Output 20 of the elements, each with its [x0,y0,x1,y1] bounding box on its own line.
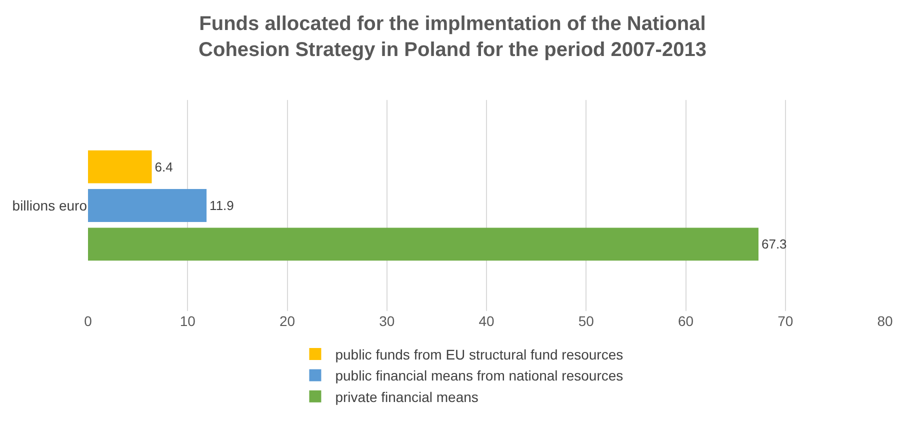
x-tick-label: 60 [678,313,694,329]
data-label: 6.4 [154,159,173,174]
x-tick-label: 40 [478,313,494,329]
bar [88,228,758,261]
x-tick-label: 80 [877,313,893,329]
legend-label: public financial means from national resources [335,368,624,384]
x-tick-label: 70 [778,313,794,329]
y-tick-label: billions euro [12,197,88,214]
x-tick-label: 0 [84,313,92,329]
x-tick-label: 50 [578,313,594,329]
bar [88,189,207,222]
x-tick-label: 30 [379,313,395,329]
chart-title: Funds allocated for the implmentation of the National Cohesion Strategy in Poland for the period 2007-2013 [198,13,706,62]
data-label: 11.9 [210,198,234,213]
x-tick-label: 20 [279,313,296,329]
legend-label: public funds from EU structural fund resources [335,346,624,362]
data-label: 67.3 [761,236,787,252]
bar [88,150,152,184]
x-tick-label: 10 [180,313,196,329]
legend-label: private financial means [335,388,478,405]
